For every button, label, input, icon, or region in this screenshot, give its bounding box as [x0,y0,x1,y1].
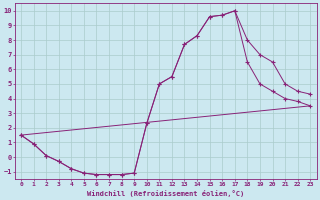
X-axis label: Windchill (Refroidissement éolien,°C): Windchill (Refroidissement éolien,°C) [87,190,244,197]
